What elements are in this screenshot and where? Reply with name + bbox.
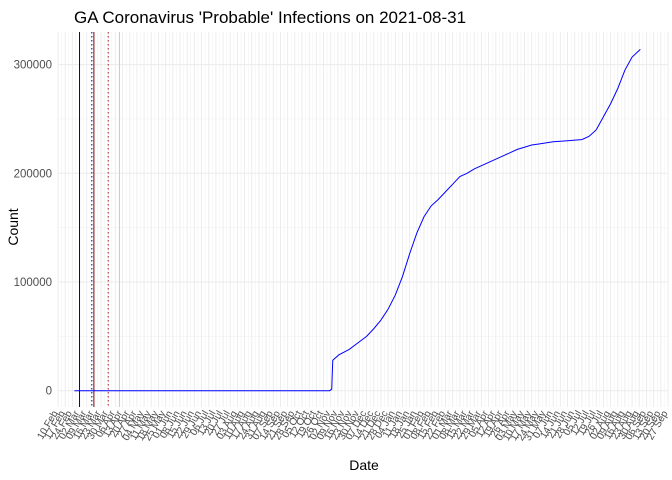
y-tick-label: 100000 <box>14 277 52 289</box>
minor-gridlines <box>58 32 668 407</box>
major-gridlines <box>57 32 669 407</box>
x-axis-title: Date <box>349 457 379 473</box>
y-tick-label: 0 <box>46 386 52 398</box>
reference-lines <box>79 32 121 407</box>
y-tick-label: 300000 <box>14 60 52 72</box>
chart-title: GA Coronavirus 'Probable' Infections on … <box>74 8 466 27</box>
y-tick-label: 200000 <box>14 168 52 180</box>
y-axis-ticks: 0 100000 200000 300000 <box>14 60 52 398</box>
series-layer <box>74 49 641 392</box>
y-axis-title: Count <box>5 208 21 245</box>
series-line <box>74 49 641 392</box>
